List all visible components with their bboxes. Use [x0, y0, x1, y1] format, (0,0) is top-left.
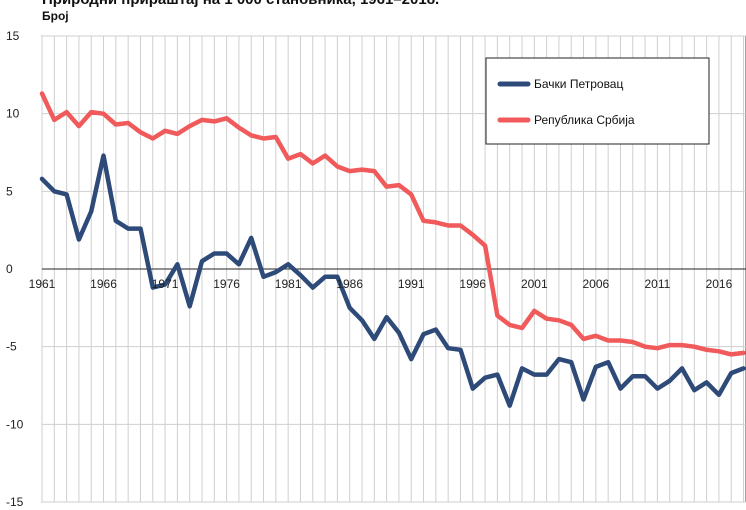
y-tick-label: -5: [6, 340, 17, 354]
x-tick-label: 1971: [152, 277, 179, 291]
legend-label-backi-petrovac: Бачки Петровац: [534, 77, 623, 91]
y-tick-label: 15: [6, 29, 20, 43]
axis-ticks: 15 10 5 0 -5 -10 -15 1961 1966 1971 1976 1981 1986 19…: [6, 29, 733, 509]
x-tick-label: 2016: [706, 277, 733, 291]
x-tick-label: 1976: [213, 277, 240, 291]
legend: Бачки Петровац Република Србија: [485, 57, 710, 145]
x-tick-label: 1961: [29, 277, 56, 291]
y-tick-label: 10: [6, 107, 20, 121]
x-tick-label: 1986: [336, 277, 363, 291]
series-line-0: [39, 153, 746, 408]
series-line-1: [39, 91, 746, 357]
x-tick-label: 1966: [90, 277, 117, 291]
x-tick-label: 2001: [521, 277, 548, 291]
legend-label-republika-srbija: Република Србија: [534, 113, 635, 127]
y-tick-label: -15: [6, 495, 24, 509]
x-tick-label: 1996: [459, 277, 486, 291]
y-axis-label: Број: [42, 9, 69, 23]
x-tick-label: 1991: [398, 277, 425, 291]
chart-title: Природни прираштај на 1 000 становника, …: [42, 0, 439, 8]
y-tick-label: 0: [6, 262, 13, 276]
x-tick-label: 2006: [582, 277, 609, 291]
x-tick-label: 2011: [644, 277, 670, 291]
x-tick-label: 1981: [275, 277, 302, 291]
series-layer: [39, 91, 746, 408]
legend-box: [485, 57, 710, 145]
y-tick-label: -10: [6, 417, 24, 431]
y-tick-label: 5: [6, 184, 13, 198]
